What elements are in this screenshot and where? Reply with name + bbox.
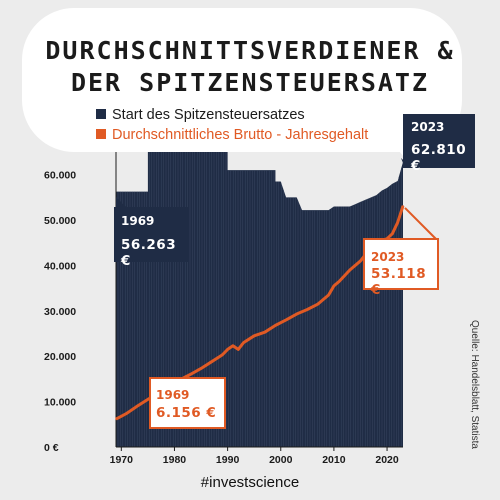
callout-2023-salary-value: 53.118 €	[371, 266, 427, 298]
salary-point	[115, 418, 117, 420]
y-tick-label: 50.000	[44, 215, 76, 227]
callout-2023-salary-pointer	[404, 207, 438, 241]
y-tick-label: 60.000	[44, 170, 76, 182]
callout-1969-salary-value: 6.156 €	[156, 405, 217, 421]
title-line-1: DURCHSCHNITTSVERDIENER &	[45, 36, 455, 65]
y-tick-label: 0 €	[44, 442, 59, 454]
callout-1969-top-tax: 1969 56.263 €	[114, 207, 189, 269]
axis-layer: 0 € 10.000 20.000 30.000 40.000 50.000 60.000 1…	[44, 152, 403, 466]
legend-item-top-tax: Start des Spitzensteuersatzes	[96, 107, 305, 123]
x-tick-label: 1970	[110, 454, 134, 466]
salary-point	[338, 280, 341, 283]
salary-point	[147, 398, 149, 401]
salary-point	[232, 344, 234, 347]
callout-2023-salary-year: 2023	[371, 250, 405, 264]
salary-point	[221, 354, 224, 356]
salary-point	[253, 335, 255, 337]
salary-point	[200, 367, 202, 370]
legend-label-top-tax: Start des Spitzensteuersatzes	[112, 107, 305, 123]
salary-point	[402, 205, 404, 207]
x-tick-label: 1980	[163, 454, 187, 466]
y-tick-label: 40.000	[44, 260, 76, 272]
salary-point	[285, 319, 287, 321]
title-bubble	[22, 8, 462, 152]
salary-point	[189, 373, 192, 376]
x-tick-label: 2020	[375, 454, 399, 466]
salary-point	[125, 412, 128, 415]
callout-2023-top-tax-value: 62.810 €	[411, 142, 467, 174]
salary-point	[333, 285, 335, 287]
salary-point	[136, 405, 139, 407]
title-line-2: DER SPITZENSTEUERSATZ	[70, 68, 430, 97]
callout-1969-top-tax-pointer	[116, 197, 126, 207]
salary-point	[295, 313, 298, 315]
x-tick-label: 2010	[322, 454, 346, 466]
callout-1969-top-tax-value: 56.263 €	[121, 237, 177, 269]
salary-point	[226, 348, 229, 351]
salary-point	[359, 260, 362, 262]
salary-point	[396, 221, 399, 224]
salary-point	[391, 232, 394, 235]
legend-item-salary: Durchschnittliches Brutto - Jahresgehalt	[96, 127, 368, 143]
callout-1969-salary: 1969 6.156 €	[149, 377, 226, 429]
source-note: Quelle: Handelsblatt, Statista	[469, 320, 480, 449]
salary-point	[349, 269, 351, 271]
salary-point	[327, 294, 330, 296]
callout-2023-salary: 2023 53.118 €	[363, 238, 439, 298]
y-tick-label: 10.000	[44, 397, 76, 409]
legend-label-salary: Durchschnittliches Brutto - Jahresgehalt	[112, 127, 369, 143]
legend-swatch-dark	[96, 109, 106, 119]
y-tick-label: 30.000	[44, 306, 76, 318]
y-tick-label: 20.000	[44, 351, 76, 363]
salary-point	[242, 341, 245, 344]
x-tick-label: 2000	[269, 454, 293, 466]
callout-2023-top-tax: 2023 62.810 €	[403, 114, 475, 174]
x-tick-label: 1990	[216, 454, 240, 466]
salary-point	[306, 308, 309, 311]
salary-point	[264, 331, 266, 333]
salary-point	[237, 348, 240, 351]
callout-2023-top-tax-year: 2023	[411, 120, 445, 134]
salary-point	[274, 324, 277, 327]
callout-1969-salary-year: 1969	[156, 388, 190, 402]
salary-point	[210, 360, 213, 363]
salary-point	[317, 303, 319, 305]
hashtag: #investscience	[200, 474, 300, 491]
callout-1969-top-tax-year: 1969	[121, 214, 155, 228]
legend-swatch-orange	[96, 129, 106, 139]
